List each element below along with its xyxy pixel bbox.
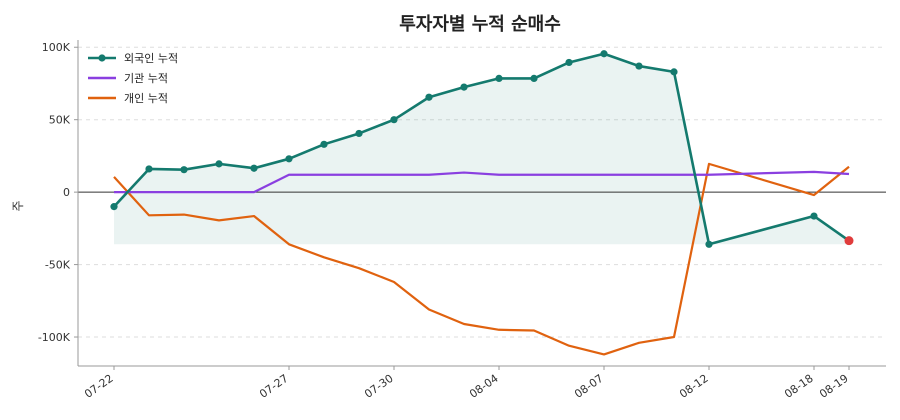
data-point xyxy=(250,164,258,172)
data-point xyxy=(390,116,398,124)
data-point xyxy=(320,140,328,148)
y-tick-label: -100K xyxy=(38,331,71,344)
y-axis-label: 주 xyxy=(11,200,25,211)
data-point xyxy=(145,165,153,173)
series-markers xyxy=(110,50,854,248)
y-tick-label: 100K xyxy=(42,41,71,54)
data-point xyxy=(460,83,468,91)
data-point xyxy=(215,160,223,168)
x-tick-label: 07-22 xyxy=(82,372,116,401)
series-lines xyxy=(113,52,850,356)
y-tick-label: 0 xyxy=(63,186,70,199)
data-point xyxy=(495,74,503,82)
fill-area xyxy=(114,53,849,245)
y-tick-label: -50K xyxy=(45,259,71,272)
data-point xyxy=(530,74,538,82)
data-point xyxy=(600,50,608,58)
legend-label: 기관 누적 xyxy=(124,72,168,85)
x-tick-label: 07-27 xyxy=(257,372,291,401)
x-tick-label: 08-18 xyxy=(782,372,816,401)
last-point-marker xyxy=(844,236,854,246)
axes xyxy=(77,40,886,367)
data-point xyxy=(705,240,713,248)
data-point xyxy=(635,62,643,70)
series-line-1 xyxy=(113,52,850,246)
x-tick-label: 08-07 xyxy=(572,372,606,401)
fill-area-foreign xyxy=(114,53,849,245)
y-tick-label: 50K xyxy=(49,114,71,127)
chart-title: 투자자별 누적 순매수 xyxy=(399,14,561,35)
x-tick-label: 07-30 xyxy=(362,372,396,401)
legend-marker xyxy=(98,54,106,62)
series-line-2 xyxy=(114,170,850,194)
gridlines xyxy=(78,46,886,338)
data-point xyxy=(110,203,118,211)
data-point xyxy=(670,68,678,76)
series-line-3 xyxy=(113,162,850,356)
data-point xyxy=(425,93,433,101)
x-tick-label: 08-04 xyxy=(467,372,501,401)
y-ticks: 100K 50K 0 -50K -100K xyxy=(38,41,78,344)
data-point xyxy=(355,129,363,138)
x-ticks: 07-22 07-27 07-30 08-04 08-07 08-12 08-18 08-19 xyxy=(82,366,851,401)
data-point xyxy=(180,166,188,174)
legend-label: 개인 누적 xyxy=(124,92,168,105)
x-tick-label: 08-12 xyxy=(677,372,711,401)
x-tick-label: 08-19 xyxy=(817,372,851,401)
data-point xyxy=(565,58,573,67)
data-point xyxy=(810,212,818,220)
data-point xyxy=(285,155,293,163)
legend-label: 외국인 누적 xyxy=(124,52,178,65)
